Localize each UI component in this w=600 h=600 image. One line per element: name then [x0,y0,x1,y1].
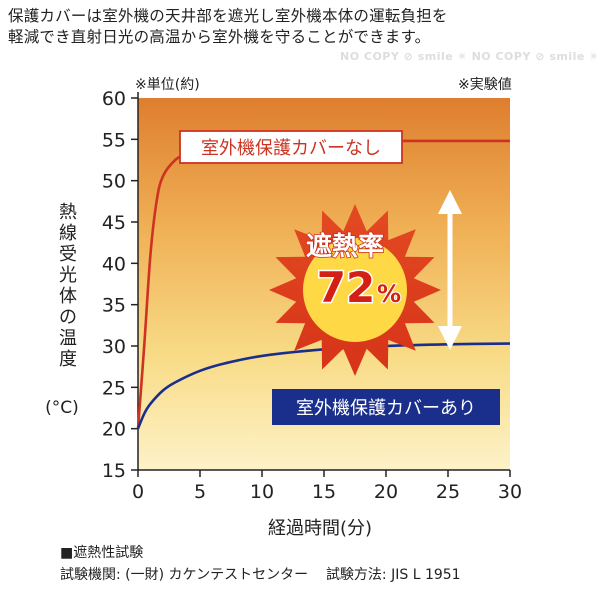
x-axis: 0 5 10 15 20 25 30 [132,469,522,503]
y-tick-label: 60 [102,88,126,110]
sun-core [303,238,407,342]
legend-with-cover-label: 室外機保護カバーあり [296,398,476,419]
y-tick-label: 25 [102,377,126,399]
x-tick-label: 15 [312,481,336,503]
y-tick-label: 30 [102,336,126,358]
y-tick-label: 15 [102,460,126,482]
legend-no-cover-box [179,130,403,164]
test-method: 試験方法: JIS L 1951 [325,567,461,583]
unit-note: ※単位(約) [135,77,200,93]
y-axis-label-char: 体 [59,286,77,307]
y-tick-label: 45 [102,212,126,234]
test-heading: ■遮熱性試験 [60,545,144,561]
watermark: NO COPY ⊘ smile ✳ NO COPY ⊘ smile ✳ NO C… [340,50,600,63]
y-axis-label-char: の [59,307,77,328]
arrow-down-icon [438,326,462,350]
legend-no-cover: 室外機保護カバーなし [179,130,403,164]
badge-title: 遮熱率 [306,231,384,262]
headline: 保護カバーは室外機の天井部を遮光し室外機本体の運転負担を 軽減でき直射日光の高温… [8,6,596,48]
test-organization: 試験機関: (一財) カケンテストセンター [60,567,309,583]
x-tick-label: 5 [194,481,206,503]
x-tick-label: 20 [374,481,398,503]
badge-value: 72 [317,263,375,312]
y-tick-label: 20 [102,419,126,441]
y-axis-label-char: 線 [59,223,77,244]
x-tick-label: 25 [436,481,460,503]
y-tick-label: 55 [102,129,126,151]
x-tick-label: 30 [498,481,522,503]
x-axis-label: 経過時間(分) [268,518,372,539]
legend-no-cover-label: 室外機保護カバーなし [201,138,381,159]
y-axis-label-char: 度 [59,349,77,370]
y-axis-label-char: 受 [59,244,77,265]
heat-shield-badge: 遮熱率 72 % [269,204,441,376]
y-axis-unit: (°C) [45,398,79,418]
y-tick-label: 50 [102,171,126,193]
x-tick-label: 10 [250,481,274,503]
headline-line-1: 保護カバーは室外機の天井部を遮光し室外機本体の運転負担を [8,7,448,25]
legend-with-cover: 室外機保護カバーあり [272,389,500,425]
x-tick-label: 0 [132,481,144,503]
y-tick-label: 35 [102,295,126,317]
y-axis-label-char: 温 [59,328,77,349]
series-line-with-cover [136,342,511,430]
badge-unit: % [377,280,401,308]
legend-with-cover-box [272,389,500,425]
test-details: 試験機関: (一財) カケンテストセンター 試験方法: JIS L 1951 [60,564,461,586]
y-axis: 15 20 25 30 35 40 45 50 55 60 [102,88,139,482]
measured-note: ※実験値 [458,77,512,93]
y-axis-label-char: 熱 [59,202,77,223]
arrow-up-icon [438,190,462,214]
test-info: ■遮熱性試験 試験機関: (一財) カケンテストセンター 試験方法: JIS L… [60,542,461,586]
y-axis-label-char: 光 [59,265,77,286]
difference-arrow [438,190,462,350]
headline-line-2: 軽減でき直射日光の高温から室外機を守ることができます。 [8,28,431,46]
y-tick-label: 40 [102,253,126,275]
